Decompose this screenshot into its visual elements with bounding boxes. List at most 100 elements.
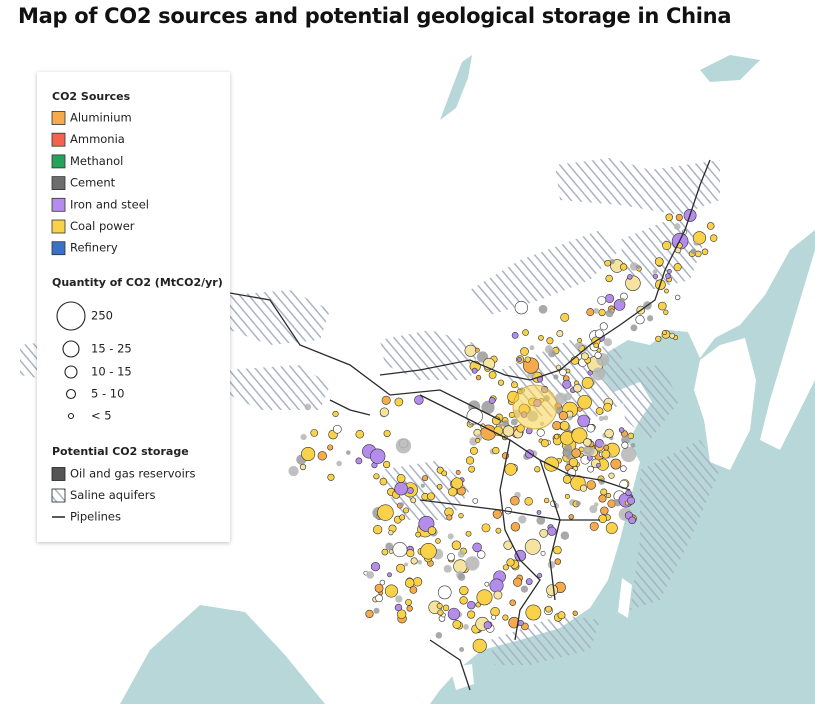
source-dot — [562, 379, 572, 389]
source-dot — [495, 527, 502, 534]
source-dot — [410, 497, 417, 504]
source-dot — [630, 324, 638, 332]
source-dot — [394, 481, 408, 496]
source-dot — [520, 347, 529, 356]
source-dot — [573, 383, 582, 393]
source-dot — [336, 460, 342, 467]
source-dot — [451, 477, 464, 490]
source-dot — [504, 463, 517, 476]
source-dot — [589, 521, 599, 531]
source-dot — [435, 632, 443, 639]
source-dot — [574, 342, 582, 350]
source-dot — [403, 507, 410, 514]
source-dot — [509, 599, 516, 606]
source-dot — [556, 330, 564, 338]
source-dot — [383, 460, 391, 469]
legend-label: Pipelines — [70, 510, 121, 524]
source-dot — [568, 514, 574, 520]
source-dot — [593, 308, 600, 314]
source-dot — [674, 294, 681, 301]
legend-size — [56, 301, 86, 331]
source-dot — [383, 429, 391, 438]
source-dot — [567, 415, 573, 421]
source-dot — [543, 456, 559, 472]
source-dot — [619, 263, 628, 271]
source-dot — [538, 304, 548, 314]
source-dot — [410, 557, 418, 565]
source-dot — [490, 606, 500, 617]
source-dot — [373, 525, 383, 535]
source-dot — [594, 438, 604, 448]
source-dot — [557, 611, 566, 620]
source-dot — [491, 614, 497, 620]
source-dot — [510, 522, 521, 532]
source-dot — [468, 465, 475, 473]
legend: CO2 Sources Quantity of CO2 (MtCO2/yr) P… — [37, 72, 230, 542]
source-dot — [381, 548, 389, 556]
legend-label: < 5 — [91, 409, 112, 423]
source-dot — [665, 273, 671, 279]
legend-size — [64, 365, 78, 379]
source-dot — [522, 329, 529, 336]
source-dot — [373, 607, 380, 614]
source-dot — [555, 364, 562, 370]
source-dot — [387, 572, 392, 578]
source-dot — [589, 505, 598, 514]
source-dot — [518, 515, 527, 524]
source-dot — [603, 402, 613, 412]
source-dot — [598, 514, 607, 524]
source-dot — [451, 540, 462, 550]
legend-heading: Potential CO2 storage — [52, 445, 189, 458]
source-dot — [647, 315, 654, 322]
source-dot — [404, 578, 415, 588]
pipeline — [229, 292, 501, 421]
source-dot — [459, 596, 468, 605]
source-dot — [406, 549, 415, 558]
source-dot — [663, 309, 669, 315]
source-dot — [525, 578, 533, 585]
source-dot — [511, 331, 519, 339]
source-dot — [510, 496, 520, 506]
aquifer — [490, 615, 600, 665]
source-dot — [396, 563, 406, 573]
source-dot — [395, 438, 412, 454]
source-dot — [516, 424, 525, 433]
source-dot — [455, 469, 461, 475]
source-dot — [669, 332, 676, 339]
source-dot — [346, 450, 351, 455]
source-dot — [506, 558, 515, 567]
source-dot — [662, 241, 672, 251]
aquifer — [620, 365, 680, 440]
pipeline — [429, 639, 471, 691]
source-dot — [594, 351, 602, 359]
legend-swatch — [51, 488, 66, 503]
japan — [760, 250, 815, 450]
source-dot — [395, 595, 403, 603]
source-dot — [620, 446, 637, 463]
source-dot — [384, 584, 398, 598]
source-dot — [564, 493, 570, 500]
source-dot — [488, 397, 496, 404]
source-dot — [558, 411, 568, 421]
source-dot — [399, 502, 404, 507]
source-dot — [559, 420, 570, 431]
source-dot — [586, 424, 595, 433]
source-dot — [436, 602, 443, 609]
source-dot — [652, 273, 659, 279]
legend-label: Cement — [70, 176, 116, 190]
source-dot — [629, 262, 639, 271]
source-dot — [420, 543, 437, 560]
source-dot — [579, 484, 588, 492]
taiwan — [618, 578, 632, 618]
source-dot — [493, 590, 503, 600]
source-dot — [583, 438, 592, 447]
legend-size — [65, 388, 77, 400]
source-dot — [427, 526, 437, 535]
source-dot — [577, 337, 582, 343]
source-dot — [537, 573, 543, 579]
source-dot — [628, 516, 636, 525]
legend-label: 250 — [91, 309, 113, 323]
source-dot — [654, 257, 664, 267]
source-dot — [626, 496, 636, 505]
